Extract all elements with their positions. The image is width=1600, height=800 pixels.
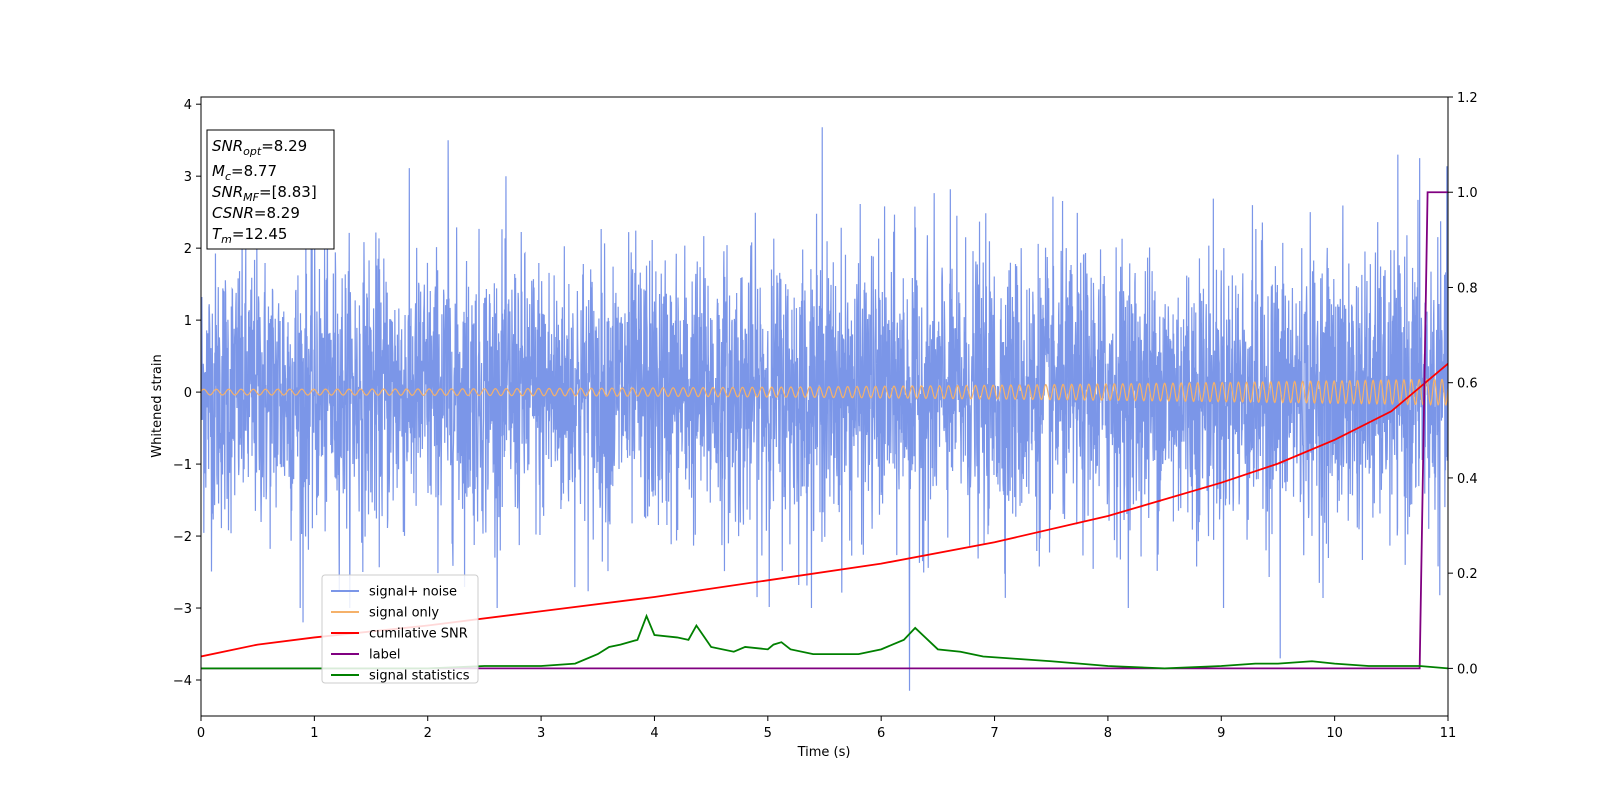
y-axis-left: 4 3 2 1 0 −1 −2 −3 −4 — [173, 98, 201, 689]
y-tick-label: −3 — [173, 602, 192, 617]
y2-tick-label: 1.0 — [1457, 186, 1478, 201]
x-tick-label: 10 — [1326, 726, 1343, 741]
x-tick-label: 9 — [1217, 726, 1225, 741]
y2-tick-label: 0.2 — [1457, 567, 1478, 582]
legend-entry: signal only — [369, 606, 439, 621]
x-axis-label: Time (s) — [797, 745, 851, 760]
x-tick-label: 8 — [1104, 726, 1112, 741]
x-tick-label: 1 — [310, 726, 318, 741]
x-tick-label: 2 — [424, 726, 432, 741]
legend-entry: cumilative SNR — [369, 627, 468, 642]
x-tick-label: 0 — [197, 726, 205, 741]
series-signal-noise — [201, 127, 1448, 691]
x-tick-label: 11 — [1440, 726, 1457, 741]
x-axis: 0 1 2 3 4 5 6 7 8 9 10 11 — [197, 716, 1456, 741]
series-label — [201, 191, 1448, 670]
x-tick-label: 3 — [537, 726, 545, 741]
y2-tick-label: 0.0 — [1457, 662, 1478, 677]
y2-tick-label: 0.4 — [1457, 472, 1478, 487]
x-tick-label: 6 — [877, 726, 885, 741]
legend-entry: label — [369, 648, 400, 663]
series-signal-statistics — [201, 613, 1448, 670]
y2-tick-label: 0.6 — [1457, 377, 1478, 392]
y-tick-label: 0 — [184, 386, 192, 401]
y-tick-label: 3 — [184, 170, 192, 185]
plot-frame — [200, 96, 1449, 717]
x-tick-label: 7 — [990, 726, 998, 741]
legend-entry: signal statistics — [369, 669, 470, 684]
y-tick-label: 4 — [184, 98, 192, 113]
legend: signal+ noise signal only cumilative SNR la… — [321, 574, 479, 684]
annotation-line: SNRopt=8.29 — [212, 137, 307, 158]
x-tick-label: 5 — [764, 726, 772, 741]
annotation-line: Mc=8.77 — [212, 162, 277, 183]
y-tick-label: −2 — [173, 530, 192, 545]
legend-entry: signal+ noise — [369, 585, 457, 600]
y-tick-label: 1 — [184, 314, 192, 329]
y2-tick-label: 0.8 — [1457, 281, 1478, 296]
y-tick-label: −4 — [173, 674, 192, 689]
y-tick-label: −1 — [173, 458, 192, 473]
annotation-line: Tm=12.45 — [212, 225, 287, 246]
series-signal-only — [201, 378, 1448, 406]
y-axis-label: Whitened strain — [150, 354, 165, 457]
annotation-line: SNRMF=[8.83] — [212, 183, 317, 204]
x-tick-label: 4 — [650, 726, 658, 741]
y2-tick-label: 1.2 — [1457, 91, 1478, 106]
annotation-line: CSNR=8.29 — [212, 204, 300, 222]
y-axis-right: 1.2 1.0 0.8 0.6 0.4 0.2 0.0 — [1448, 91, 1478, 677]
y-tick-label: 2 — [184, 242, 192, 257]
